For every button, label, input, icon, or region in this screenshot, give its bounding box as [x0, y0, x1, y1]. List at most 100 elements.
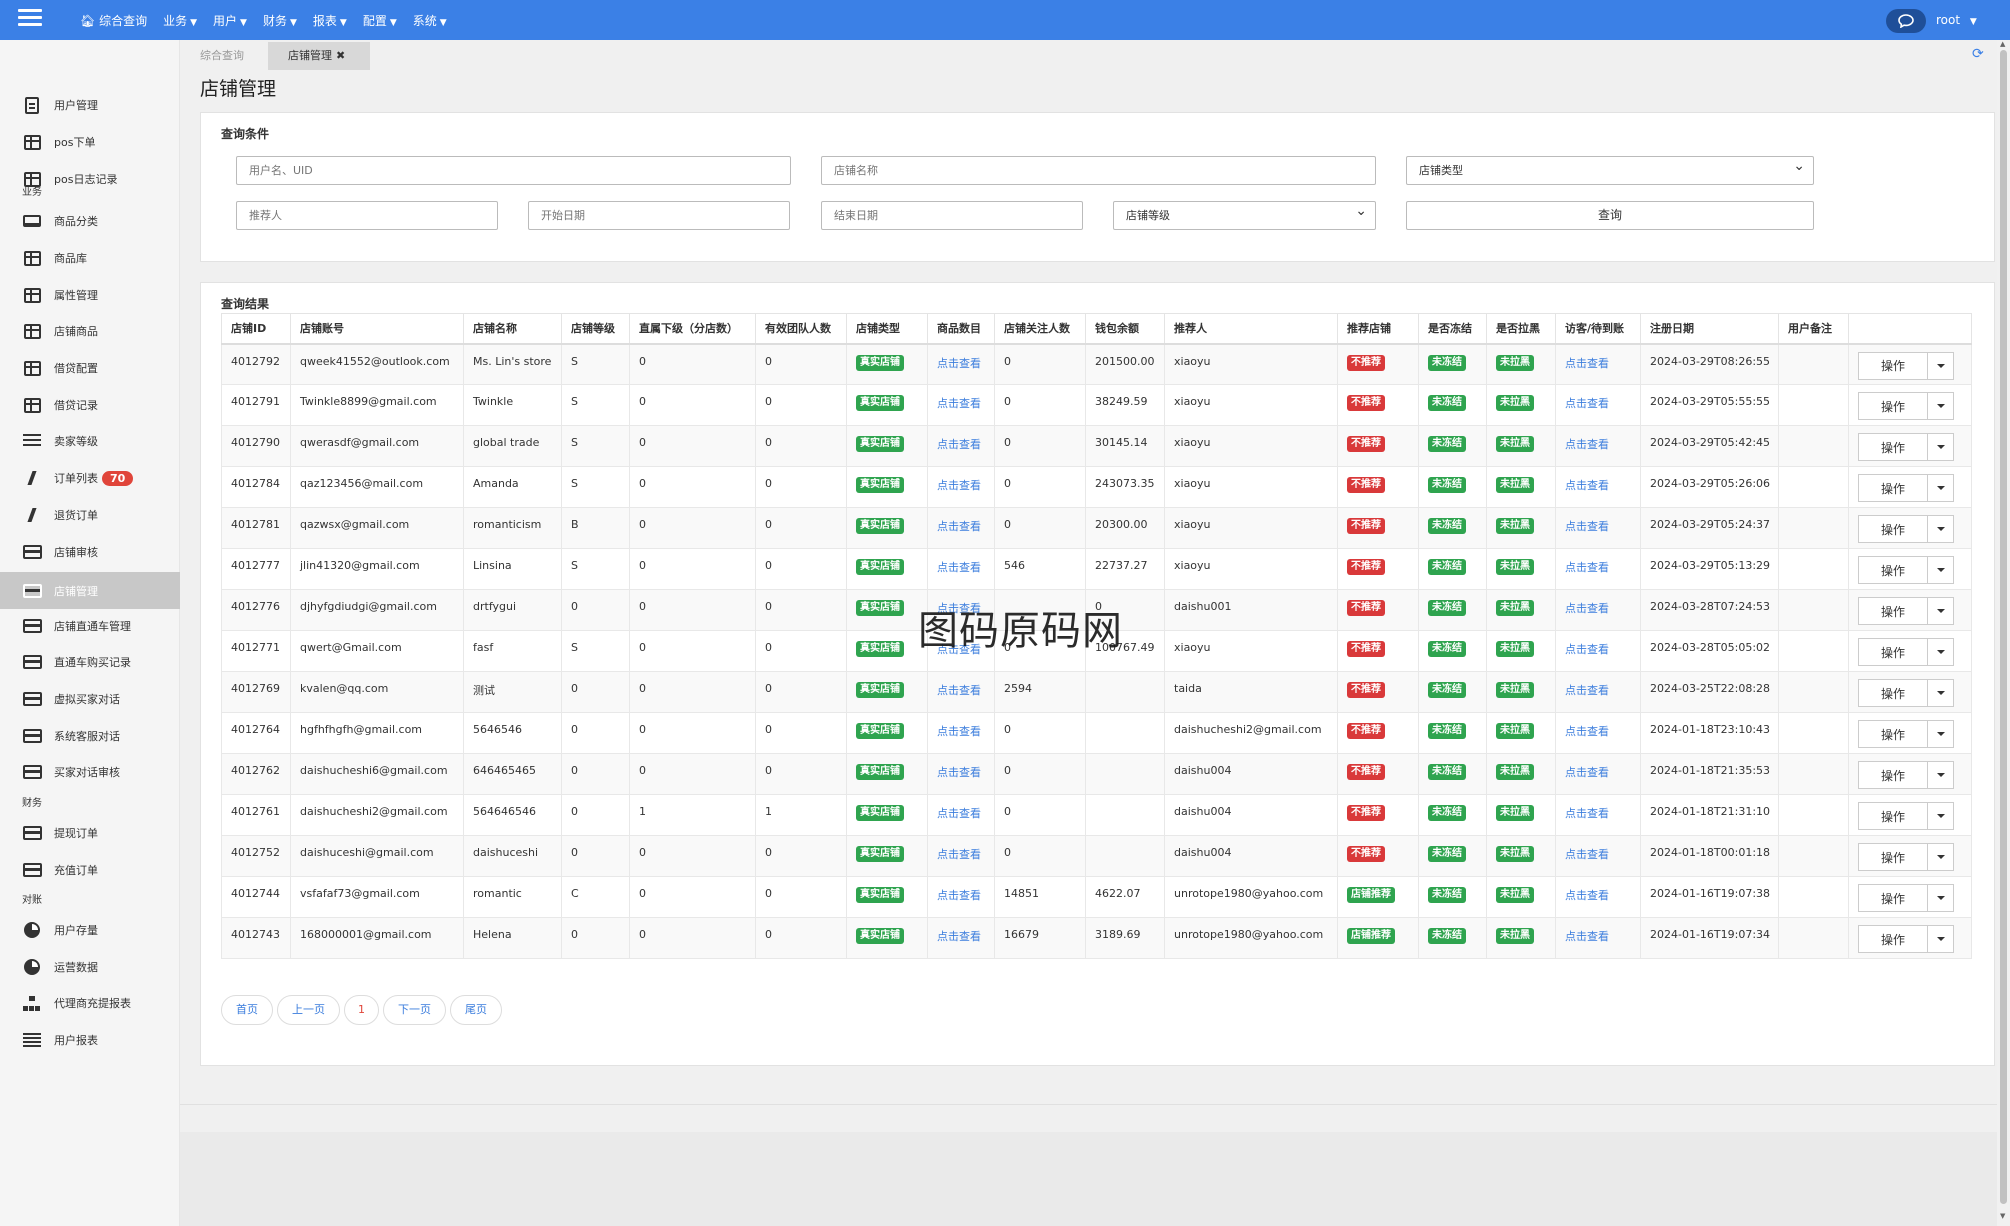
nav-system[interactable]: 系统 ▼ [413, 12, 447, 29]
nav-config[interactable]: 配置 ▼ [363, 12, 397, 29]
nav-business[interactable]: 业务 ▼ [163, 12, 197, 29]
visit-view-link[interactable]: 点击查看 [1565, 684, 1609, 697]
recommend-badge[interactable]: 店铺推荐 [1347, 928, 1395, 944]
caret-down-icon[interactable] [1928, 433, 1954, 461]
sidebar-item-shop-management[interactable]: 店铺管理 [0, 572, 180, 609]
caret-down-icon[interactable] [1928, 679, 1954, 707]
action-button[interactable]: 操作 [1858, 843, 1928, 871]
visit-view-link[interactable]: 点击查看 [1565, 397, 1609, 410]
sidebar-item-attributes[interactable]: 属性管理 [0, 278, 180, 312]
nav-finance[interactable]: 财务 ▼ [263, 12, 297, 29]
visit-view-link[interactable]: 点击查看 [1565, 766, 1609, 779]
goods-view-link[interactable]: 点击查看 [937, 889, 981, 902]
caret-down-icon[interactable] [1928, 638, 1954, 666]
visit-view-link[interactable]: 点击查看 [1565, 602, 1609, 615]
action-button[interactable]: 操作 [1858, 884, 1928, 912]
caret-down-icon[interactable] [1928, 515, 1954, 543]
nav-report[interactable]: 报表 ▼ [313, 12, 347, 29]
visit-view-link[interactable]: 点击查看 [1565, 848, 1609, 861]
sidebar-item-shop-products[interactable]: 店铺商品 [0, 314, 180, 348]
visit-view-link[interactable]: 点击查看 [1565, 807, 1609, 820]
prev-page-button[interactable]: 上一页 [277, 995, 340, 1025]
vertical-scrollbar[interactable]: ▲ ▼ [1997, 40, 2010, 1226]
goods-view-link[interactable]: 点击查看 [937, 397, 981, 410]
goods-view-link[interactable]: 点击查看 [937, 848, 981, 861]
caret-down-icon[interactable] [1928, 474, 1954, 502]
recommend-badge[interactable]: 不推荐 [1347, 846, 1385, 862]
goods-view-link[interactable]: 点击查看 [937, 643, 981, 656]
action-button[interactable]: 操作 [1858, 679, 1928, 707]
recommend-badge[interactable]: 不推荐 [1347, 436, 1385, 452]
recommend-badge[interactable]: 不推荐 [1347, 354, 1385, 371]
refresh-icon[interactable]: ⟳ [1972, 46, 1984, 62]
query-button[interactable]: 查询 [1406, 201, 1814, 230]
nav-user[interactable]: 用户 ▼ [213, 12, 247, 29]
shop-type-select[interactable]: 店铺类型 [1406, 153, 1814, 185]
recommend-badge[interactable]: 不推荐 [1347, 395, 1385, 411]
sidebar-item-category[interactable]: 商品分类 [0, 204, 180, 238]
recommend-badge[interactable]: 不推荐 [1347, 723, 1385, 739]
sidebar-item-pos-log[interactable]: pos日志记录 [0, 162, 180, 196]
action-button[interactable]: 操作 [1858, 802, 1928, 830]
sidebar-item-withdraw-orders[interactable]: 提现订单 [0, 816, 180, 850]
visit-view-link[interactable]: 点击查看 [1565, 561, 1609, 574]
visit-view-link[interactable]: 点击查看 [1565, 438, 1609, 451]
action-button[interactable]: 操作 [1858, 638, 1928, 666]
action-button[interactable]: 操作 [1858, 474, 1928, 502]
caret-down-icon[interactable] [1928, 556, 1954, 584]
action-button[interactable]: 操作 [1858, 515, 1928, 543]
sidebar-item-product-library[interactable]: 商品库 [0, 241, 180, 275]
goods-view-link[interactable]: 点击查看 [937, 561, 981, 574]
goods-view-link[interactable]: 点击查看 [937, 520, 981, 533]
sidebar-item-shop-review[interactable]: 店铺审核 [0, 535, 180, 569]
chat-button[interactable] [1886, 9, 1926, 33]
scroll-down-icon[interactable]: ▼ [2000, 1212, 2006, 1220]
scroll-up-icon[interactable]: ▲ [2000, 40, 2006, 48]
hamburger-menu-icon[interactable] [18, 9, 42, 29]
goods-view-link[interactable]: 点击查看 [937, 479, 981, 492]
shop-name-input[interactable] [821, 156, 1376, 185]
action-button[interactable]: 操作 [1858, 351, 1928, 380]
end-date-input[interactable] [821, 201, 1083, 230]
last-page-button[interactable]: 尾页 [450, 995, 502, 1025]
recommend-badge[interactable]: 不推荐 [1347, 641, 1385, 657]
caret-down-icon[interactable] [1928, 843, 1954, 871]
referrer-input[interactable] [236, 201, 498, 230]
goods-view-link[interactable]: 点击查看 [937, 807, 981, 820]
goods-view-link[interactable]: 点击查看 [937, 438, 981, 451]
sidebar-item-recharge-orders[interactable]: 充值订单 [0, 853, 180, 887]
action-button[interactable]: 操作 [1858, 925, 1928, 953]
user-menu[interactable]: root ▼ [1936, 13, 1977, 27]
visit-view-link[interactable]: 点击查看 [1565, 643, 1609, 656]
recommend-badge[interactable]: 不推荐 [1347, 477, 1385, 493]
sidebar-item-operation-data[interactable]: 运营数据 [0, 950, 180, 984]
goods-view-link[interactable]: 点击查看 [937, 356, 981, 370]
goods-view-link[interactable]: 点击查看 [937, 766, 981, 779]
action-button[interactable]: 操作 [1858, 433, 1928, 461]
sidebar-item-express-management[interactable]: 店铺直通车管理 [0, 609, 180, 643]
start-date-input[interactable] [528, 201, 790, 230]
recommend-badge[interactable]: 不推荐 [1347, 682, 1385, 698]
caret-down-icon[interactable] [1928, 802, 1954, 830]
sidebar-item-user-stock[interactable]: 用户存量 [0, 913, 180, 947]
goods-view-link[interactable]: 点击查看 [937, 725, 981, 738]
scrollbar-thumb[interactable] [2000, 50, 2007, 1204]
caret-down-icon[interactable] [1928, 925, 1954, 953]
action-button[interactable]: 操作 [1858, 556, 1928, 584]
tab-home[interactable]: 综合查询 [200, 49, 244, 62]
caret-down-icon[interactable] [1928, 597, 1954, 625]
visit-view-link[interactable]: 点击查看 [1565, 930, 1609, 943]
goods-view-link[interactable]: 点击查看 [937, 602, 981, 615]
close-icon[interactable]: ✖ [336, 49, 346, 62]
sidebar-item-buyer-chat-review[interactable]: 买家对话审核 [0, 755, 180, 789]
sidebar-item-pos-order[interactable]: pos下单 [0, 125, 180, 159]
nav-home[interactable]: 🏠︎ 综合查询 [80, 12, 147, 29]
shop-level-select[interactable]: 店铺等级 [1113, 198, 1376, 230]
action-button[interactable]: 操作 [1858, 597, 1928, 625]
sidebar-item-system-service-chat[interactable]: 系统客服对话 [0, 719, 180, 753]
recommend-badge[interactable]: 不推荐 [1347, 518, 1385, 534]
visit-view-link[interactable]: 点击查看 [1565, 725, 1609, 738]
goods-view-link[interactable]: 点击查看 [937, 684, 981, 697]
action-button[interactable]: 操作 [1858, 392, 1928, 420]
visit-view-link[interactable]: 点击查看 [1565, 356, 1609, 370]
